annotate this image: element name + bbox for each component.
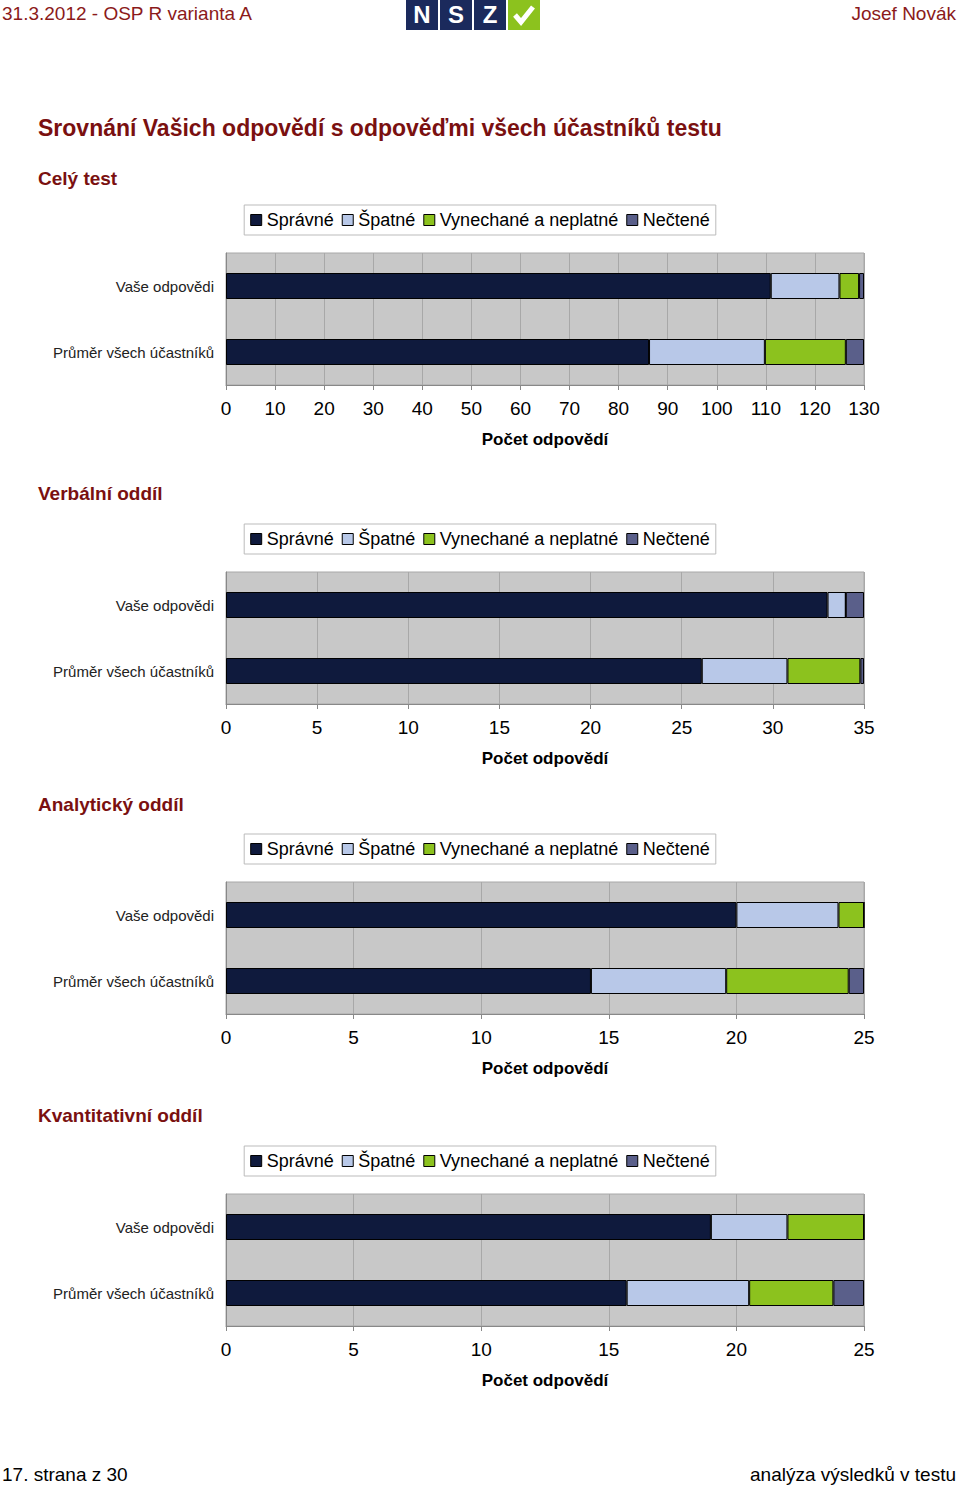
- svg-text:Průměr všech účastníků: Průměr všech účastníků: [53, 344, 214, 361]
- svg-text:Špatné: Špatné: [358, 1150, 415, 1171]
- svg-text:Vaše odpovědi: Vaše odpovědi: [116, 1219, 214, 1236]
- svg-text:Nečtené: Nečtené: [643, 529, 710, 549]
- html-text:Analytický oddíl: Analytický oddíl: [38, 794, 184, 815]
- svg-text:10: 10: [471, 1027, 492, 1048]
- svg-text:20: 20: [726, 1339, 747, 1360]
- svg-text:Vynechané a neplatné: Vynechané a neplatné: [440, 529, 618, 549]
- html-text:Verbální oddíl: Verbální oddíl: [38, 483, 163, 504]
- svg-text:Správné: Správné: [267, 1151, 334, 1171]
- html-text:Celý test: Celý test: [38, 168, 118, 189]
- svg-text:Průměr všech účastníků: Průměr všech účastníků: [53, 663, 214, 680]
- svg-text:40: 40: [412, 398, 433, 419]
- svg-text:Počet odpovědí: Počet odpovědí: [482, 1371, 610, 1390]
- html-text:31.3.2012 - OSP R varianta A: 31.3.2012 - OSP R varianta A: [2, 3, 252, 24]
- svg-text:110: 110: [751, 398, 781, 419]
- svg-text:100: 100: [701, 398, 733, 419]
- html-text:Srovnání Vašich odpovědí s odp: Srovnání Vašich odpovědí s odpověďmi vše…: [38, 115, 722, 141]
- html-text:17. strana z 30: 17. strana z 30: [2, 1464, 128, 1485]
- svg-text:Vynechané a neplatné: Vynechané a neplatné: [440, 839, 618, 859]
- svg-text:5: 5: [348, 1027, 359, 1048]
- svg-text:Správné: Správné: [267, 839, 334, 859]
- svg-text:5: 5: [348, 1339, 359, 1360]
- svg-text:Nečtené: Nečtené: [643, 839, 710, 859]
- svg-text:Průměr všech účastníků: Průměr všech účastníků: [53, 973, 214, 990]
- svg-text:25: 25: [853, 1339, 874, 1360]
- svg-text:30: 30: [363, 398, 384, 419]
- svg-text:120: 120: [799, 398, 831, 419]
- html-text:S: S: [448, 1, 464, 28]
- svg-text:60: 60: [510, 398, 531, 419]
- svg-text:70: 70: [559, 398, 580, 419]
- svg-text:Průměr všech účastníků: Průměr všech účastníků: [53, 1285, 214, 1302]
- svg-text:20: 20: [580, 717, 601, 738]
- svg-text:Počet odpovědí: Počet odpovědí: [482, 430, 610, 449]
- html-text:analýza výsledků v testu: analýza výsledků v testu: [750, 1464, 956, 1485]
- svg-text:0: 0: [221, 1027, 232, 1048]
- svg-text:20: 20: [726, 1027, 747, 1048]
- svg-text:Správné: Správné: [267, 210, 334, 230]
- svg-text:Vynechané a neplatné: Vynechané a neplatné: [440, 210, 618, 230]
- svg-text:Vaše odpovědi: Vaše odpovědi: [116, 907, 214, 924]
- svg-text:80: 80: [608, 398, 629, 419]
- svg-text:25: 25: [671, 717, 692, 738]
- svg-text:Špatné: Špatné: [358, 838, 415, 859]
- svg-text:Vaše odpovědi: Vaše odpovědi: [116, 278, 214, 295]
- svg-text:Vynechané a neplatné: Vynechané a neplatné: [440, 1151, 618, 1171]
- svg-text:Nečtené: Nečtené: [643, 1151, 710, 1171]
- html-text:Josef Novák: Josef Novák: [851, 3, 956, 24]
- svg-text:15: 15: [598, 1027, 619, 1048]
- svg-text:50: 50: [461, 398, 482, 419]
- svg-text:10: 10: [265, 398, 286, 419]
- svg-text:0: 0: [221, 1339, 232, 1360]
- html-text:Kvantitativní oddíl: Kvantitativní oddíl: [38, 1105, 203, 1126]
- svg-text:130: 130: [848, 398, 880, 419]
- svg-text:Počet odpovědí: Počet odpovědí: [482, 749, 610, 768]
- svg-text:0: 0: [221, 398, 232, 419]
- svg-text:5: 5: [312, 717, 323, 738]
- svg-text:0: 0: [221, 717, 232, 738]
- svg-text:25: 25: [853, 1027, 874, 1048]
- svg-text:Správné: Správné: [267, 529, 334, 549]
- html-text:Z: Z: [482, 1, 498, 28]
- svg-text:Nečtené: Nečtené: [643, 210, 710, 230]
- svg-text:15: 15: [598, 1339, 619, 1360]
- svg-text:Špatné: Špatné: [358, 209, 415, 230]
- html-text:N: N: [413, 1, 431, 28]
- svg-text:30: 30: [762, 717, 783, 738]
- svg-text:10: 10: [398, 717, 419, 738]
- svg-text:20: 20: [314, 398, 335, 419]
- svg-text:Špatné: Špatné: [358, 528, 415, 549]
- svg-text:15: 15: [489, 717, 510, 738]
- svg-text:Počet odpovědí: Počet odpovědí: [482, 1059, 610, 1078]
- svg-text:10: 10: [471, 1339, 492, 1360]
- svg-text:90: 90: [657, 398, 678, 419]
- svg-text:Vaše odpovědi: Vaše odpovědi: [116, 597, 214, 614]
- svg-text:35: 35: [853, 717, 874, 738]
